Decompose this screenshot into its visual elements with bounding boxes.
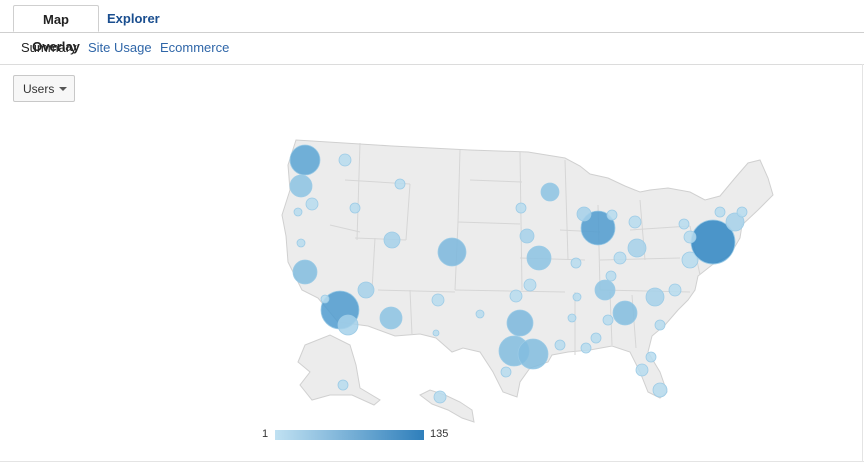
city-bubble[interactable] [590,332,602,344]
city-bubble[interactable] [645,351,657,363]
city-bubble[interactable] [293,207,303,217]
city-bubble[interactable] [349,202,361,214]
city-bubble[interactable] [296,238,306,248]
city-bubble[interactable] [357,281,375,299]
city-bubble[interactable] [320,294,330,304]
city-bubble[interactable] [526,245,552,271]
city-bubble[interactable] [628,215,642,229]
city-bubble[interactable] [605,270,617,282]
legend-color-scale [275,430,424,440]
metric-dropdown-label: Users [23,82,55,96]
caret-down-icon [59,87,67,91]
city-bubble[interactable] [714,206,726,218]
city-bubble[interactable] [517,338,549,370]
city-bubble[interactable] [475,309,485,319]
city-bubble[interactable] [681,251,699,269]
legend-min-label: 1 [262,428,269,440]
city-bubble[interactable] [509,289,523,303]
city-bubble[interactable] [338,153,352,167]
city-bubble[interactable] [540,182,560,202]
tab-explorer[interactable]: Explorer [107,11,160,26]
city-bubble[interactable] [337,314,359,336]
us-land [281,139,774,423]
panel-divider [862,64,863,462]
panel-bottom-border [0,461,864,462]
legend-max-label: 135 [430,428,449,440]
city-bubble[interactable] [383,231,401,249]
city-bubble[interactable] [576,206,592,222]
city-bubble[interactable] [433,390,447,404]
city-bubble[interactable] [289,144,321,176]
city-bubble[interactable] [606,209,618,221]
city-bubble[interactable] [500,366,512,378]
city-bubble[interactable] [431,293,445,307]
city-bubble[interactable] [379,306,403,330]
city-bubble[interactable] [292,259,318,285]
city-bubble[interactable] [654,319,666,331]
city-bubble[interactable] [394,178,406,190]
view-tabs: Map Overlay Explorer [0,0,864,54]
city-bubble[interactable] [668,283,682,297]
city-bubble[interactable] [613,251,627,265]
city-bubble[interactable] [337,379,349,391]
city-bubble[interactable] [515,202,527,214]
city-bubble[interactable] [506,309,534,337]
city-bubble[interactable] [612,300,638,326]
alaska-shape[interactable] [297,334,381,406]
city-bubble[interactable] [580,342,592,354]
city-bubble[interactable] [554,339,566,351]
sub-navigation: Summary Site Usage Ecommerce [0,33,864,65]
city-bubble[interactable] [678,218,690,230]
city-bubble[interactable] [437,237,467,267]
metric-dropdown[interactable]: Users [13,75,75,102]
city-bubble[interactable] [289,174,313,198]
tab-map-overlay[interactable]: Map Overlay [13,5,99,54]
city-bubble[interactable] [580,210,616,246]
city-bubble[interactable] [432,329,440,337]
city-bubble[interactable] [305,197,319,211]
city-bubble[interactable] [652,382,668,398]
city-bubble[interactable] [736,206,748,218]
city-bubble[interactable] [602,314,614,326]
subnav-site-usage[interactable]: Site Usage [88,40,152,55]
city-bubble[interactable] [635,363,649,377]
city-bubble[interactable] [567,313,577,323]
city-bubble[interactable] [523,278,537,292]
city-bubble[interactable] [683,230,697,244]
city-bubble[interactable] [519,228,535,244]
city-bubble[interactable] [570,257,582,269]
hawaii-shape[interactable] [419,389,475,423]
city-bubble[interactable] [627,238,647,258]
contiguous-us-shape[interactable] [281,139,774,399]
city-bubble[interactable] [594,279,616,301]
subnav-summary[interactable]: Summary [21,40,77,55]
city-bubble[interactable] [645,287,665,307]
city-bubble[interactable] [725,212,745,232]
subnav-ecommerce[interactable]: Ecommerce [160,40,230,55]
city-bubble[interactable] [572,292,582,302]
